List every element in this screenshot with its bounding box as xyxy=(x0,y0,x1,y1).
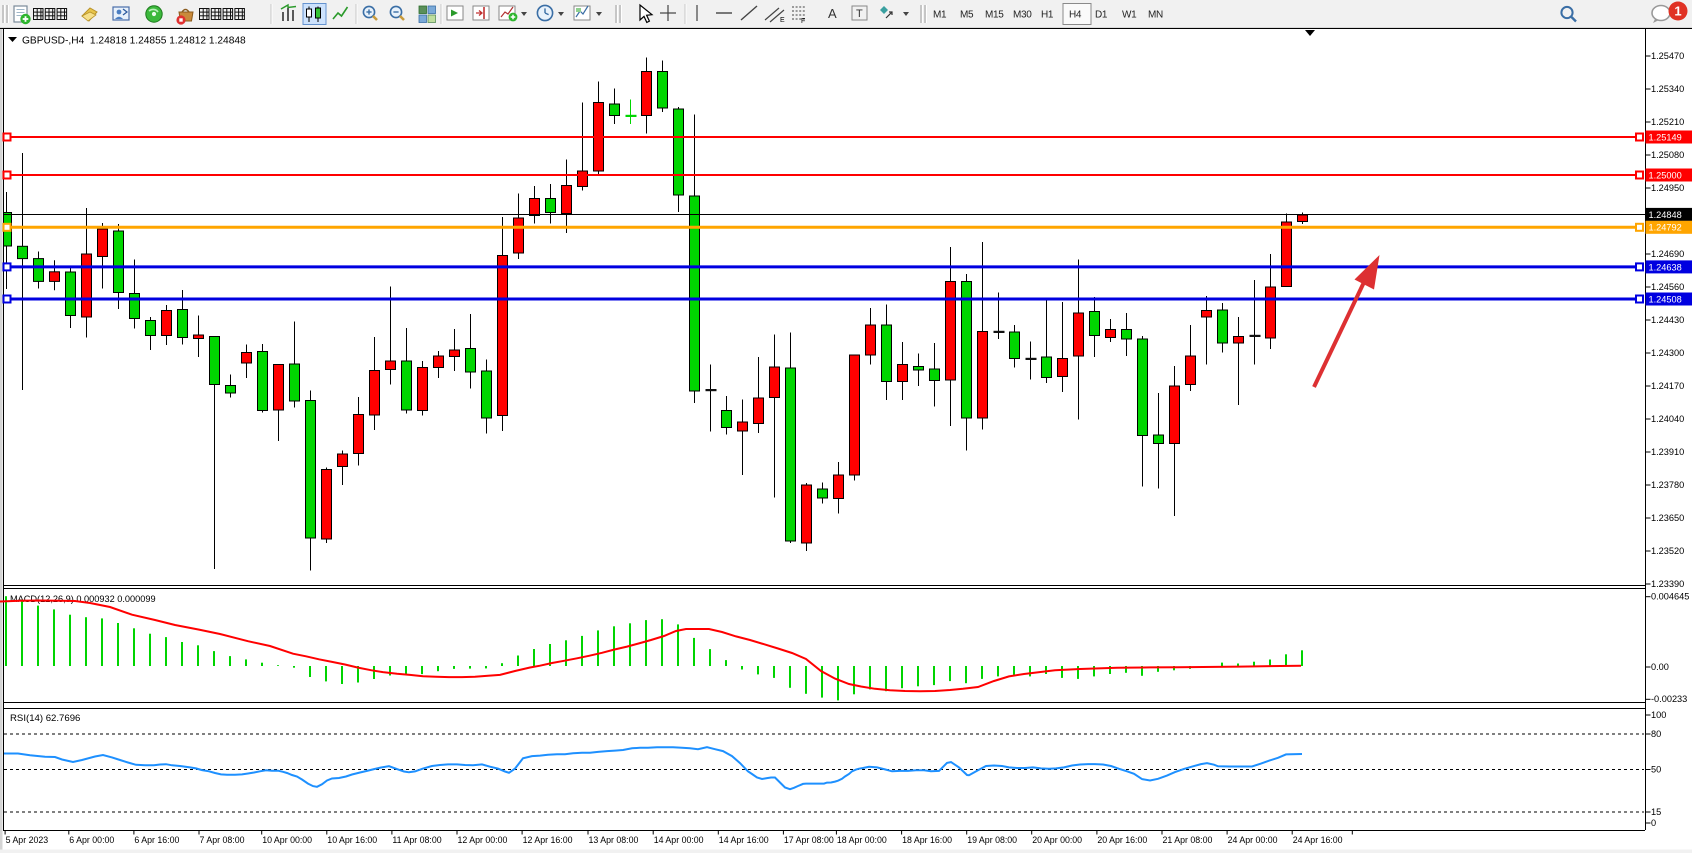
svg-text:MACD(12,26,9) 0.000932 0.00009: MACD(12,26,9) 0.000932 0.000099 xyxy=(10,594,156,604)
svg-text:1.24430: 1.24430 xyxy=(1651,315,1684,325)
svg-text:14 Apr 16:00: 14 Apr 16:00 xyxy=(719,835,769,845)
svg-text:E: E xyxy=(780,17,785,24)
svg-text:M30: M30 xyxy=(1013,10,1032,21)
svg-text:13 Apr 08:00: 13 Apr 08:00 xyxy=(589,835,639,845)
svg-text:H4: H4 xyxy=(1069,10,1082,21)
svg-text:0.004645: 0.004645 xyxy=(1651,592,1689,602)
svg-text:6 Apr 00:00: 6 Apr 00:00 xyxy=(69,835,114,845)
svg-text:M5: M5 xyxy=(960,10,974,21)
svg-text:18 Apr 16:00: 18 Apr 16:00 xyxy=(902,835,952,845)
svg-text:11 Apr 08:00: 11 Apr 08:00 xyxy=(392,835,441,845)
svg-text:5 Apr 2023: 5 Apr 2023 xyxy=(6,835,49,845)
svg-text:21 Apr 08:00: 21 Apr 08:00 xyxy=(1163,835,1213,845)
svg-text:100: 100 xyxy=(1651,710,1666,720)
svg-text:1.23650: 1.23650 xyxy=(1651,513,1684,523)
svg-text:12 Apr 16:00: 12 Apr 16:00 xyxy=(523,835,573,845)
svg-text:18 Apr 00:00: 18 Apr 00:00 xyxy=(837,835,887,845)
svg-text:1.25210: 1.25210 xyxy=(1651,117,1684,127)
svg-text:MN: MN xyxy=(1148,10,1163,21)
svg-text:1.25149: 1.25149 xyxy=(1649,132,1682,142)
svg-text:0: 0 xyxy=(1651,818,1656,828)
svg-text:0.00: 0.00 xyxy=(1651,662,1669,672)
svg-text:T: T xyxy=(856,8,863,20)
svg-text:15: 15 xyxy=(1651,807,1661,817)
svg-text:1.24950: 1.24950 xyxy=(1651,183,1684,193)
svg-text:7 Apr 08:00: 7 Apr 08:00 xyxy=(200,835,245,845)
svg-text:1.25470: 1.25470 xyxy=(1651,51,1684,61)
svg-text:20 Apr 16:00: 20 Apr 16:00 xyxy=(1097,835,1147,845)
svg-text:6 Apr 16:00: 6 Apr 16:00 xyxy=(134,835,179,845)
svg-text:F: F xyxy=(801,18,805,25)
svg-text:1.25340: 1.25340 xyxy=(1651,84,1684,94)
svg-text:D1: D1 xyxy=(1095,10,1108,21)
svg-text:1.25080: 1.25080 xyxy=(1651,150,1684,160)
svg-text:1.24170: 1.24170 xyxy=(1651,381,1684,391)
svg-text:1.24300: 1.24300 xyxy=(1651,348,1684,358)
svg-text:24 Apr 16:00: 24 Apr 16:00 xyxy=(1293,835,1343,845)
svg-text:12 Apr 00:00: 12 Apr 00:00 xyxy=(458,835,508,845)
svg-text:20 Apr 00:00: 20 Apr 00:00 xyxy=(1032,835,1082,845)
svg-text:M1: M1 xyxy=(933,10,947,21)
svg-text:17 Apr 08:00: 17 Apr 08:00 xyxy=(784,835,834,845)
svg-text:1.24560: 1.24560 xyxy=(1651,282,1684,292)
svg-text:-0.00233: -0.00233 xyxy=(1651,694,1687,704)
svg-text:24 Apr 00:00: 24 Apr 00:00 xyxy=(1228,835,1278,845)
svg-text:19 Apr 08:00: 19 Apr 08:00 xyxy=(967,835,1017,845)
svg-text:A: A xyxy=(828,6,837,21)
svg-text:50: 50 xyxy=(1651,764,1661,774)
svg-text:1.24508: 1.24508 xyxy=(1649,294,1682,304)
svg-text:1.23910: 1.23910 xyxy=(1651,447,1684,457)
svg-text:1.24040: 1.24040 xyxy=(1651,414,1684,424)
svg-text:1.23390: 1.23390 xyxy=(1651,579,1684,589)
svg-text:10 Apr 00:00: 10 Apr 00:00 xyxy=(262,835,312,845)
svg-text:1.23520: 1.23520 xyxy=(1651,546,1684,556)
svg-text:1.24690: 1.24690 xyxy=(1651,249,1684,259)
svg-text:RSI(14) 62.7696: RSI(14) 62.7696 xyxy=(10,713,80,724)
svg-text:W1: W1 xyxy=(1122,10,1137,21)
svg-text:H1: H1 xyxy=(1041,10,1054,21)
svg-text:1.24848: 1.24848 xyxy=(1649,210,1682,220)
svg-text:1.23780: 1.23780 xyxy=(1651,480,1684,490)
svg-text:M15: M15 xyxy=(985,10,1004,21)
svg-text:80: 80 xyxy=(1651,729,1661,739)
svg-text:1.24792: 1.24792 xyxy=(1649,223,1682,233)
svg-text:1.24638: 1.24638 xyxy=(1649,262,1682,272)
svg-text:10 Apr 16:00: 10 Apr 16:00 xyxy=(327,835,377,845)
svg-text:1: 1 xyxy=(1674,4,1681,19)
svg-text:14 Apr 00:00: 14 Apr 00:00 xyxy=(654,835,704,845)
svg-text:GBPUSD-,H4 1.24818 1.24855 1.: GBPUSD-,H4 1.24818 1.24855 1.24812 1.248… xyxy=(22,36,246,47)
svg-text:1.25000: 1.25000 xyxy=(1649,170,1682,180)
